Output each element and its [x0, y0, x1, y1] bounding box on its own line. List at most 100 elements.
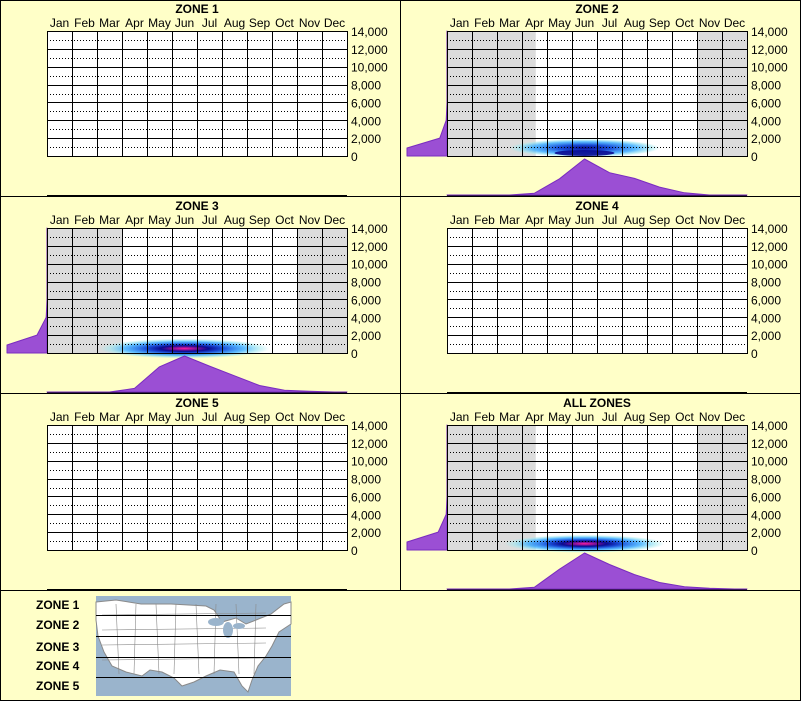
zone-legend-label: ZONE 5	[36, 679, 80, 693]
month-tick-label: Sep	[649, 213, 671, 227]
elevation-tick-label: 12,000	[351, 43, 388, 57]
month-tick-label: Feb	[74, 16, 95, 30]
month-tick-label: May	[548, 213, 571, 227]
elevation-tick-label: 8,000	[751, 473, 781, 487]
elevation-tick-label: 6,000	[751, 96, 781, 110]
elevation-density-curve	[6, 227, 48, 354]
elevation-tick-label: 12,000	[751, 240, 788, 254]
elevation-tick-label: 8,000	[351, 473, 381, 487]
map-state-border	[101, 612, 267, 616]
chart-panel-2: ZONE 2 Jan Feb Mar Apr May Jun Jul Aug Sep Oct Nov D…	[406, 2, 788, 196]
elevation-tick-label: 2,000	[351, 132, 381, 146]
plot-border	[47, 228, 348, 354]
month-tick-label: May	[148, 410, 171, 424]
elevation-tick-label: 0	[351, 544, 358, 558]
month-tick-label: Feb	[474, 213, 495, 227]
month-tick-label: Jan	[450, 410, 469, 424]
month-tick-label: Mar	[499, 16, 520, 30]
month-tick-label: Aug	[624, 213, 645, 227]
elevation-tick-label: 4,000	[351, 114, 381, 128]
map-lake	[233, 623, 245, 629]
month-density-curve	[46, 355, 348, 393]
month-tick-label: Jul	[602, 213, 617, 227]
elevation-tick-label: 14,000	[351, 419, 388, 433]
elevation-tick-label: 0	[751, 347, 758, 361]
elevation-tick-label: 8,000	[351, 79, 381, 93]
elevation-tick-label: 10,000	[351, 455, 388, 469]
elevation-tick-label: 12,000	[351, 240, 388, 254]
month-tick-label: Sep	[649, 410, 671, 424]
elevation-tick-label: 2,000	[351, 329, 381, 343]
elevation-tick-label: 12,000	[751, 437, 788, 451]
month-tick-label: Apr	[525, 16, 544, 30]
elevation-tick-label: 2,000	[751, 132, 781, 146]
month-tick-label: Mar	[99, 213, 120, 227]
month-tick-label: Mar	[499, 410, 520, 424]
month-tick-label: May	[148, 213, 171, 227]
elevation-tick-label: 8,000	[751, 276, 781, 290]
month-tick-label: Apr	[525, 410, 544, 424]
month-tick-label: Nov	[299, 410, 320, 424]
elevation-tick-label: 8,000	[351, 276, 381, 290]
month-tick-label: May	[548, 16, 571, 30]
month-tick-label: Jun	[575, 16, 594, 30]
month-tick-label: Jun	[175, 213, 194, 227]
plot-border	[447, 228, 748, 354]
month-tick-label: Nov	[699, 16, 720, 30]
month-tick-label: Jul	[602, 16, 617, 30]
elevation-tick-label: 12,000	[351, 437, 388, 451]
month-tick-label: Aug	[224, 213, 245, 227]
elevation-tick-label: 0	[751, 150, 758, 164]
chart-title: ZONE 1	[175, 2, 219, 16]
elevation-tick-label: 10,000	[751, 455, 788, 469]
month-tick-label: Jul	[202, 410, 217, 424]
month-tick-label: Jun	[575, 410, 594, 424]
month-tick-label: Nov	[699, 410, 720, 424]
heat-density-blob	[504, 534, 665, 553]
plot-border	[47, 425, 348, 551]
month-tick-label: Jan	[50, 213, 69, 227]
inactive-month-shade	[697, 425, 722, 550]
elevation-tick-label: 2,000	[351, 526, 381, 540]
month-tick-label: Jan	[450, 213, 469, 227]
map-state-border	[101, 642, 267, 646]
month-tick-label: Sep	[249, 410, 271, 424]
month-tick-label: Mar	[99, 16, 120, 30]
chart-panel-4: ZONE 4 Jan Feb Mar Apr May Jun Jul Aug Sep Oct Nov D…	[447, 199, 788, 393]
elevation-tick-label: 0	[751, 544, 758, 558]
inactive-month-shade	[447, 425, 472, 550]
elevation-tick-label: 6,000	[351, 293, 381, 307]
inactive-month-shade	[472, 31, 497, 156]
month-tick-label: Jul	[602, 410, 617, 424]
elevation-tick-label: 14,000	[751, 222, 788, 236]
map-state-border	[101, 657, 267, 661]
plot-border	[447, 31, 748, 157]
heat-density-core	[554, 150, 615, 156]
elevation-tick-label: 4,000	[351, 508, 381, 522]
zone-legend-label: ZONE 4	[36, 659, 80, 673]
zone-legend: ZONE 1 ZONE 2 ZONE 3 ZONE 4 ZONE 5	[36, 596, 292, 696]
elevation-tick-label: 8,000	[751, 79, 781, 93]
month-tick-label: Dec	[724, 213, 745, 227]
month-tick-label: Aug	[224, 410, 245, 424]
month-tick-label: Jan	[450, 16, 469, 30]
map-lake	[223, 622, 233, 638]
elevation-tick-label: 4,000	[751, 311, 781, 325]
month-tick-label: Jul	[202, 16, 217, 30]
month-tick-label: Nov	[699, 213, 720, 227]
month-tick-label: Jul	[202, 213, 217, 227]
inactive-month-shade	[722, 425, 747, 550]
month-tick-label: Mar	[499, 213, 520, 227]
month-tick-label: Nov	[299, 213, 320, 227]
zone-legend-label: ZONE 3	[36, 640, 80, 654]
inactive-month-shade	[47, 228, 72, 353]
month-tick-label: May	[548, 410, 571, 424]
month-tick-label: Oct	[675, 410, 694, 424]
chart-panel-6: ALL ZONES Jan Feb Mar Apr May Jun Jul Aug Sep Oct N…	[406, 396, 788, 590]
month-tick-label: Apr	[125, 410, 144, 424]
elevation-density-curve	[406, 30, 448, 157]
zone-legend-label: ZONE 1	[36, 598, 80, 612]
month-tick-label: Dec	[724, 16, 745, 30]
month-tick-label: Jun	[575, 213, 594, 227]
